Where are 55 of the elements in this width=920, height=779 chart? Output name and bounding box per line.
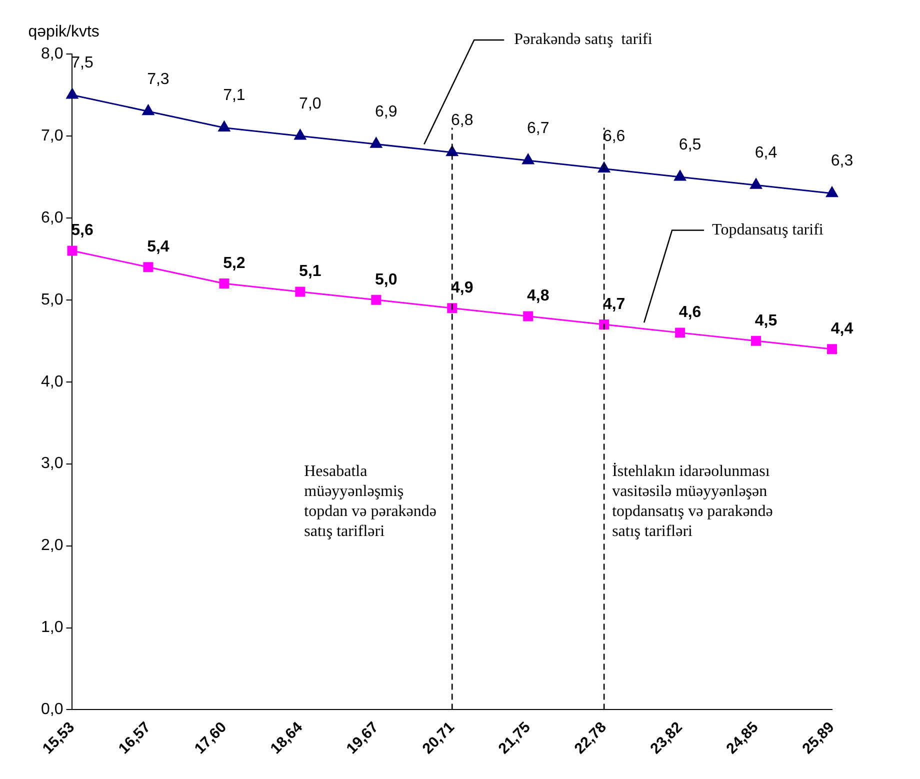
y-tick-label: 7,0 (40, 127, 64, 144)
data-label: 4,7 (602, 296, 626, 313)
data-label: 6,4 (754, 144, 778, 162)
text: Pərakəndə satış tarifi (514, 31, 653, 48)
data-label: 6,6 (602, 128, 626, 146)
y-tick-label: 1,0 (40, 619, 64, 636)
y-tick-label: 2,0 (40, 537, 64, 554)
point (523, 311, 534, 322)
data-label: 5,1 (299, 263, 322, 280)
data-label: 5,4 (147, 238, 170, 256)
data-label: 4,9 (450, 280, 474, 296)
y-axis-title: qəpik/kvts (28, 23, 100, 40)
y-tick-label: 4,0 (40, 373, 64, 390)
point (599, 319, 610, 330)
y-tick-label: 8,0 (40, 45, 64, 62)
data-label: 7,0 (299, 95, 322, 112)
point (219, 278, 230, 288)
data-label: 6,7 (526, 120, 550, 137)
data-label: 6,8 (450, 112, 474, 129)
data-label: 6,3 (830, 152, 854, 170)
y-tick-label: 6,0 (40, 209, 64, 226)
data-label: 7,5 (71, 54, 94, 72)
data-label: 7,1 (223, 87, 246, 104)
point (674, 170, 686, 181)
point (827, 344, 837, 354)
ref-line-label: Hesabatla müəyyənləşmiş topdan və pərakəndə satış tarifləri (304, 463, 437, 540)
y-tick-label: 0,0 (40, 701, 64, 718)
point (66, 88, 78, 99)
data-label: 5,0 (375, 271, 398, 288)
data-label: 5,2 (223, 254, 246, 272)
point (371, 294, 382, 305)
y-tick-label: 5,0 (40, 291, 64, 308)
point (675, 328, 686, 338)
point (67, 246, 78, 256)
data-label: 5,6 (71, 222, 94, 240)
y-tick-label: 3,0 (40, 455, 64, 472)
data-label: 4,5 (754, 312, 778, 330)
point (370, 137, 382, 148)
point (522, 154, 534, 164)
text: Topdansatış tarifi (712, 221, 824, 238)
data-label: 6,9 (375, 104, 398, 121)
point (826, 186, 838, 198)
point (218, 121, 230, 132)
data-label: 4,4 (830, 320, 854, 338)
data-label: 6,5 (678, 136, 702, 154)
data-label: 7,3 (147, 70, 170, 88)
point (142, 104, 154, 116)
point (143, 262, 154, 272)
data-label: 4,6 (678, 304, 702, 322)
data-label: 4,8 (526, 288, 550, 305)
point (750, 178, 762, 189)
ref-line-label: İstehlakın idarəolunması vasitəsilə müəyyənləşən topdansatış və parakəndə satış tarifləri (612, 462, 773, 540)
point (295, 286, 306, 297)
point (751, 336, 762, 346)
point (294, 129, 306, 140)
